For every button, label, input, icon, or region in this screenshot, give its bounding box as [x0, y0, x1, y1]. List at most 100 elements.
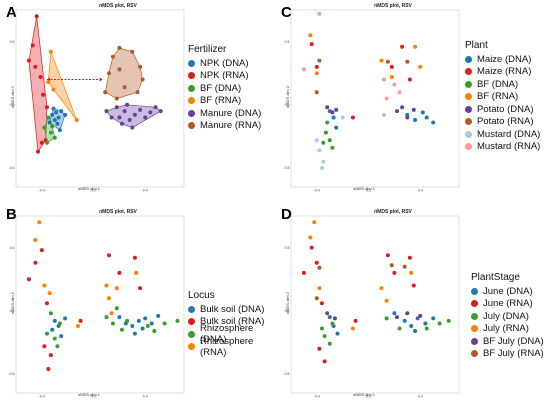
data-point [149, 321, 154, 326]
data-point [334, 107, 339, 112]
legend-marker [188, 109, 195, 117]
panel-letter: D [281, 206, 292, 223]
data-point [330, 110, 335, 115]
data-point [331, 115, 336, 120]
data-point [130, 125, 135, 130]
data-point [47, 291, 52, 296]
legend-items: Maize (DNA) Maize (RNA) BF (DNA) BF (RNA) Po… [465, 53, 540, 153]
data-point [109, 311, 114, 316]
legend-items: June (DNA) June (RNA) July (DNA) July (RNA)… [471, 285, 544, 360]
data-point [52, 336, 57, 341]
legend-marker [465, 143, 472, 151]
data-point [411, 107, 416, 112]
data-point [392, 82, 397, 87]
legend-title: Fertilizer [188, 44, 227, 55]
data-point [407, 77, 412, 82]
data-point [114, 286, 119, 291]
data-point [104, 283, 109, 288]
scatter-plot-d: -0.4 0.0 0.4 0.5 0.0 -0.5 [283, 215, 460, 399]
data-point [301, 270, 306, 275]
legend-item: BF (DNA) [188, 82, 261, 95]
data-point [327, 341, 332, 346]
data-point [405, 59, 410, 64]
data-point [33, 238, 38, 242]
y-tick-label: 0.0 [285, 103, 290, 107]
legend-marker [465, 93, 472, 101]
data-point [45, 301, 49, 306]
data-point [51, 87, 56, 92]
data-point [143, 115, 148, 120]
data-point [397, 326, 402, 331]
data-point [50, 112, 55, 117]
y-axis-label: nMDS dim 2 [285, 291, 290, 314]
data-point [122, 109, 127, 114]
legend-item: BF (RNA) [465, 91, 540, 104]
data-point [117, 270, 122, 275]
y-tick-label: 0.5 [10, 246, 15, 250]
data-point [57, 128, 62, 133]
data-point [162, 321, 167, 326]
data-point [308, 235, 313, 240]
data-point [54, 110, 59, 115]
legend-label: BF (RNA) [200, 95, 242, 107]
legend-label: Potato (RNA) [477, 116, 534, 128]
data-point [50, 327, 55, 332]
data-point [130, 49, 135, 54]
legend-item: BF July (RNA) [471, 348, 544, 361]
data-point [109, 115, 114, 120]
data-point [46, 80, 51, 85]
data-point [384, 316, 389, 321]
legend-title: Locus [188, 290, 215, 301]
legend-marker [188, 305, 195, 313]
data-point [110, 54, 115, 59]
data-point [52, 118, 57, 122]
data-point [301, 67, 306, 72]
data-point [314, 71, 319, 76]
data-point [42, 283, 47, 288]
legend-label: July (RNA) [483, 323, 529, 335]
panel-c: C nMDS plot, RSV -0.4 0.0 0.4 0.5 0.0 -0.5 nM… [275, 0, 550, 206]
legend-item: NPK (RNA) [188, 70, 261, 83]
legend-label: NPK (RNA) [200, 70, 249, 82]
x-axis-label: nMDS dim 1 [77, 392, 100, 397]
legend-marker [471, 325, 478, 333]
y-tick-label: 0.0 [10, 309, 15, 313]
data-point [330, 321, 335, 326]
plot-area [290, 215, 460, 394]
data-point [114, 306, 119, 311]
y-tick-label: -0.5 [8, 372, 14, 376]
data-point [314, 90, 319, 95]
data-point [325, 311, 330, 316]
data-point [117, 115, 122, 120]
legend-marker [471, 337, 478, 345]
legend-label: Manure (DNA) [200, 107, 262, 119]
legend-label: June (DNA) [483, 285, 533, 297]
data-point [125, 102, 130, 107]
legend-marker [188, 318, 195, 326]
y-tick-label: 0.5 [285, 246, 290, 250]
legend-item: Rhizosphere (RNA) [188, 336, 275, 358]
x-tick-label: 0.0 [366, 189, 371, 193]
y-tick-label: -0.5 [283, 372, 289, 376]
legend-item: Potato (RNA) [465, 116, 540, 129]
data-point [57, 321, 62, 326]
legend-title: PlantStage [471, 272, 520, 283]
legend-item: July (DNA) [471, 310, 544, 323]
group-hull [28, 16, 48, 153]
data-point [136, 318, 141, 323]
data-point [424, 326, 429, 331]
legend-marker [465, 68, 472, 76]
data-point [76, 324, 80, 328]
data-point [317, 286, 322, 291]
data-point [314, 64, 319, 69]
x-axis-label: nMDS dim 1 [352, 186, 375, 191]
data-point [156, 313, 161, 318]
legend-item: Maize (RNA) [465, 66, 540, 79]
data-point [382, 77, 386, 82]
legend-items: Bulk soil (DNA) Bulk soil (RNA) Rhizospher… [188, 303, 275, 358]
legend-label: BF (RNA) [477, 91, 519, 103]
legend-marker [188, 72, 195, 80]
data-point [26, 277, 31, 282]
data-point [132, 255, 137, 260]
plot-area [15, 9, 185, 188]
